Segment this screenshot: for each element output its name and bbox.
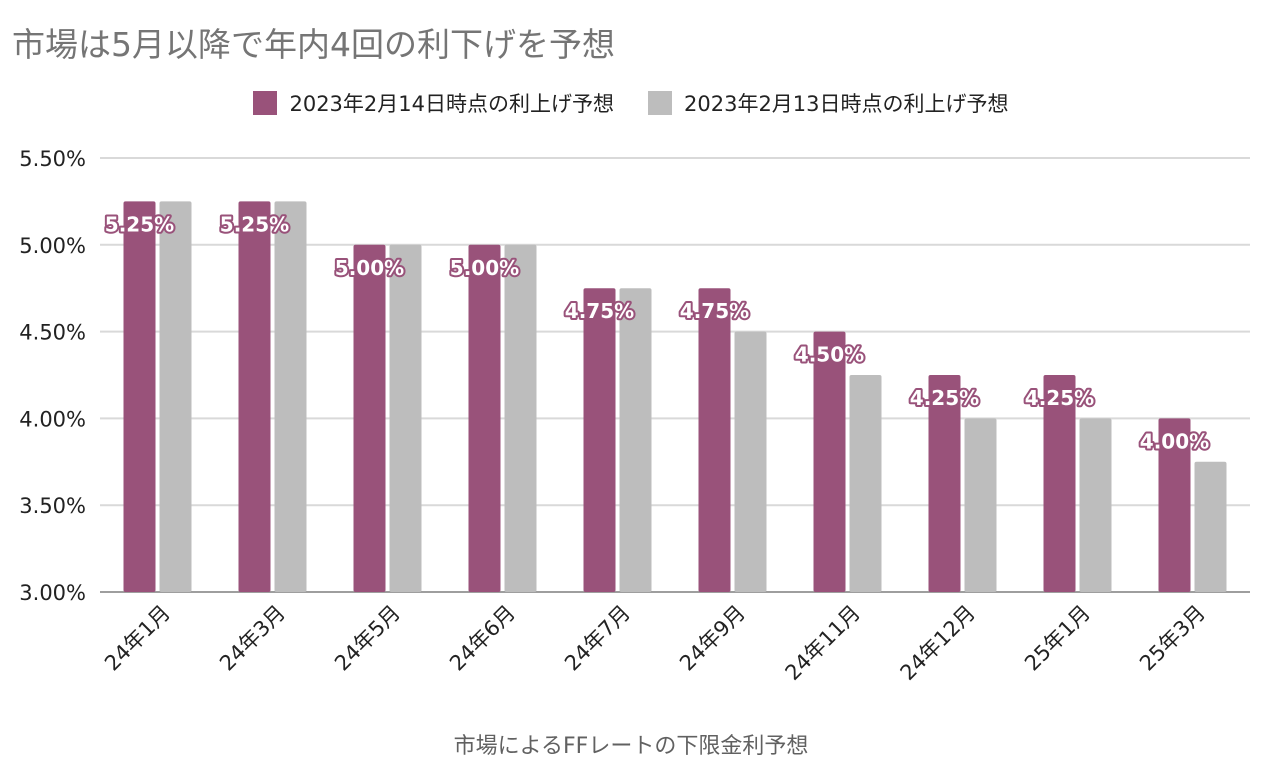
bar-series-2[interactable] [964,418,997,592]
data-label: 5.00% [450,256,519,280]
bar-series-1[interactable] [1158,418,1191,592]
data-label: 5.00% [335,256,404,280]
bar-series-2[interactable] [849,375,882,592]
chart-title: 市場は5月以降で年内4回の利下げを予想 [12,25,615,64]
bar-series-2[interactable] [159,201,192,592]
legend: 2023年2月14日時点の利上げ予想 2023年2月13日時点の利上げ予想 [0,88,1262,118]
x-axis-title: 市場によるFFレートの下限金利予想 [453,734,809,759]
x-tick-label: 24年12月 [896,601,980,685]
x-tick-label: 24年9月 [675,601,750,676]
legend-label-series-1: 2023年2月14日時点の利上げ予想 [289,92,614,116]
bar-series-1[interactable] [583,288,616,592]
bar-series-1[interactable] [813,331,846,592]
bar-series-1[interactable] [238,201,271,592]
data-label: 4.50% [795,343,864,367]
bar-series-2[interactable] [504,244,537,593]
y-tick-label: 4.00% [19,407,86,431]
legend-swatch-series-2 [648,91,672,115]
data-labels-layer: 5.25% 5.25% 5.00% 5.00% 4.75% 4.75% 4.50% 4.25%… [103,210,1211,455]
x-tick-label: 24年7月 [560,601,635,676]
bar-series-2[interactable] [734,331,767,592]
y-tick-label: 5.50% [19,147,86,171]
data-label: 5.25% [220,212,289,236]
data-label: 4.25% [910,386,979,410]
y-axis-ticks: 5.50% 5.00% 4.50% 4.00% 3.50% 3.00% [19,147,86,605]
bar-series-2[interactable] [274,201,307,592]
y-tick-label: 3.50% [19,494,86,518]
bar-series-1[interactable] [123,201,156,592]
legend-item-series-1[interactable]: 2023年2月14日時点の利上げ予想 [253,88,614,118]
legend-label-series-2: 2023年2月13日時点の利上げ予想 [684,92,1009,116]
data-label: 4.75% [680,299,749,323]
bar-series-2[interactable] [1079,418,1112,592]
y-tick-label: 5.00% [19,234,86,258]
y-tick-label: 3.00% [19,581,86,605]
bar-series-2[interactable] [619,288,652,592]
x-tick-label: 25年3月 [1135,601,1210,676]
x-tick-label: 25年1月 [1020,601,1095,676]
x-tick-label: 24年3月 [215,601,290,676]
bar-series-1[interactable] [1043,375,1076,592]
bar-series-1[interactable] [468,244,501,593]
data-label: 5.25% [105,212,174,236]
bar-series-1[interactable] [353,244,386,593]
bar-series-1[interactable] [928,375,961,592]
bar-series-2[interactable] [1194,461,1227,592]
bars-layer [123,201,1227,593]
x-tick-label: 24年11月 [781,601,865,685]
legend-item-series-2[interactable]: 2023年2月13日時点の利上げ予想 [648,88,1009,118]
y-tick-label: 4.50% [19,321,86,345]
bar-series-1[interactable] [698,288,731,592]
x-tick-label: 24年5月 [330,601,405,676]
legend-swatch-series-1 [253,91,278,115]
data-label: 4.75% [565,299,634,323]
bar-series-2[interactable] [389,244,422,593]
x-axis-ticks: 24年1月 24年3月 24年5月 24年6月 24年7月 24年9月 24年11月 24年1… [100,601,1210,685]
data-label: 4.00% [1140,429,1209,453]
data-label: 4.25% [1025,386,1094,410]
x-tick-label: 24年1月 [100,601,175,676]
x-tick-label: 24年6月 [445,601,520,676]
